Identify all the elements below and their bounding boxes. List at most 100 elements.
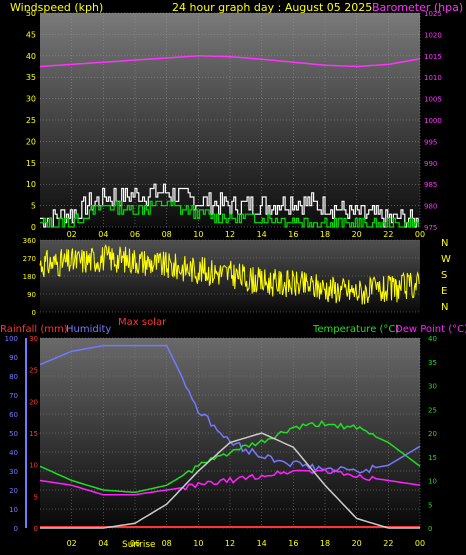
direction-y-tick: 270 bbox=[23, 255, 36, 263]
humidity-y-tick: 30 bbox=[9, 468, 18, 476]
compass-letter: W bbox=[441, 254, 451, 265]
wind-x-tick: 10 bbox=[193, 230, 203, 239]
humidity-label: Humidity bbox=[66, 324, 111, 335]
wind-y-tick: 20 bbox=[26, 137, 36, 146]
direction-series bbox=[39, 244, 420, 305]
temperature-series bbox=[39, 419, 421, 494]
wind-x-tick: 22 bbox=[383, 230, 393, 239]
temp-y-tick: 10 bbox=[428, 478, 437, 486]
barometer-right-axis: 975 980 985 990 995 1000 1005 1010 1015 1020 1025 bbox=[424, 10, 442, 232]
wind-x-tick: 18 bbox=[320, 230, 330, 239]
barometer-series bbox=[39, 55, 421, 68]
temperature-axis: 0 5 10 15 20 25 30 35 40 bbox=[428, 335, 437, 533]
barometer-y-tick: 1025 bbox=[424, 10, 442, 18]
max-solar-label: Max solar bbox=[118, 317, 167, 328]
barometer-y-tick: 1010 bbox=[424, 74, 442, 82]
humidity-y-tick: 10 bbox=[9, 506, 18, 514]
humidity-y-tick: 100 bbox=[5, 335, 18, 343]
wind-y-tick: 15 bbox=[26, 159, 36, 168]
barometer-y-tick: 985 bbox=[424, 181, 437, 189]
chart-title: 24 hour graph day : August 05 2025 bbox=[172, 1, 372, 14]
wind-x-tick: 04 bbox=[98, 230, 108, 239]
barometer-y-tick: 980 bbox=[424, 203, 437, 211]
dewpoint-label: Dew Point (°C) bbox=[395, 324, 466, 335]
climate-x-tick: 06 bbox=[130, 539, 140, 548]
wind-avg-line bbox=[40, 200, 419, 228]
wind-x-axis: 02 04 06 08 10 12 14 16 18 20 22 00 bbox=[67, 230, 426, 239]
climate-x-tick: 12 bbox=[225, 539, 235, 548]
wind-x-tick: 02 bbox=[67, 230, 77, 239]
wind-x-tick: 06 bbox=[130, 230, 140, 239]
rain-axis: 0 5 10 15 20 25 30 bbox=[29, 335, 38, 533]
compass-letter: N bbox=[441, 238, 448, 249]
temp-y-tick: 5 bbox=[428, 501, 432, 509]
climate-x-axis: 02 04 06 08 10 12 14 16 18 20 22 00 bbox=[67, 539, 426, 548]
humidity-y-tick: 70 bbox=[9, 392, 18, 400]
rain-y-tick: 10 bbox=[29, 462, 38, 470]
barometer-title: Barometer (hpa) bbox=[372, 1, 463, 14]
temp-y-tick: 0 bbox=[428, 525, 432, 533]
wind-avg-series bbox=[40, 200, 419, 228]
climate-x-tick: 00 bbox=[415, 539, 425, 548]
climate-series bbox=[39, 344, 421, 529]
rain-y-tick: 25 bbox=[29, 367, 38, 375]
humidity-y-tick: 80 bbox=[9, 373, 18, 381]
rain-y-tick: 0 bbox=[34, 525, 38, 533]
wind-y-tick: 5 bbox=[31, 202, 36, 211]
climate-x-tick: 04 bbox=[98, 539, 108, 548]
temp-y-tick: 35 bbox=[428, 359, 437, 367]
wind-y-tick: 35 bbox=[26, 73, 36, 82]
humidity-y-tick: 0 bbox=[14, 525, 18, 533]
rain-y-tick: 15 bbox=[29, 430, 38, 438]
wind-x-tick: 20 bbox=[352, 230, 362, 239]
climate-x-tick: 08 bbox=[162, 539, 172, 548]
barometer-y-tick: 995 bbox=[424, 138, 437, 146]
climate-x-tick: 18 bbox=[320, 539, 330, 548]
wind-y-tick: 25 bbox=[26, 116, 36, 125]
direction-axis: 0 90 180 270 360 bbox=[23, 237, 36, 317]
wind-left-axis: 0 5 10 15 20 25 30 35 40 45 50 bbox=[26, 9, 36, 232]
wind-y-tick: 40 bbox=[26, 52, 36, 61]
barometer-y-tick: 1000 bbox=[424, 117, 442, 125]
humidity-axis: 0 10 20 30 40 50 60 70 80 90 100 bbox=[5, 335, 27, 533]
barometer-y-tick: 1005 bbox=[424, 96, 442, 104]
wind-title: Windspeed (kph) bbox=[10, 1, 103, 14]
compass-letter: S bbox=[441, 270, 447, 281]
climate-x-tick: 16 bbox=[288, 539, 298, 548]
wind-y-tick: 10 bbox=[26, 180, 36, 189]
rain-y-tick: 20 bbox=[29, 398, 38, 406]
barometer-y-tick: 1020 bbox=[424, 31, 442, 39]
temp-y-tick: 30 bbox=[428, 383, 437, 391]
humidity-y-tick: 50 bbox=[9, 430, 18, 438]
barometer-y-tick: 975 bbox=[424, 224, 437, 232]
climate-x-tick: 10 bbox=[193, 539, 203, 548]
sunrise-label: Sunrise bbox=[122, 540, 156, 550]
climate-x-tick: 20 bbox=[352, 539, 362, 548]
direction-y-tick: 360 bbox=[23, 237, 36, 245]
barometer-y-tick: 1015 bbox=[424, 53, 442, 61]
wind-y-tick: 0 bbox=[31, 223, 36, 232]
climate-x-tick: 22 bbox=[383, 539, 393, 548]
barometer-y-tick: 990 bbox=[424, 160, 437, 168]
temp-y-tick: 40 bbox=[428, 335, 437, 343]
rainfall-label: Rainfall (mm) bbox=[0, 324, 68, 335]
humidity-y-tick: 20 bbox=[9, 487, 18, 495]
wind-y-tick: 45 bbox=[26, 30, 36, 39]
direction-y-tick: 180 bbox=[23, 273, 36, 281]
direction-y-tick: 0 bbox=[32, 309, 36, 317]
wind-y-tick: 30 bbox=[26, 95, 36, 104]
climate-x-tick: 02 bbox=[67, 539, 77, 548]
wind-x-tick: 14 bbox=[257, 230, 267, 239]
wind-y-tick: 50 bbox=[26, 9, 36, 18]
humidity-y-tick: 40 bbox=[9, 449, 18, 457]
humidity-y-tick: 90 bbox=[9, 354, 18, 362]
wind-x-tick: 16 bbox=[288, 230, 298, 239]
temperature-label: Temperature (°C) bbox=[312, 324, 399, 335]
wind-x-tick: 00 bbox=[415, 230, 425, 239]
compass-letter: N bbox=[441, 302, 448, 313]
rain-y-tick: 5 bbox=[34, 493, 38, 501]
solar-series bbox=[40, 432, 420, 529]
wind-x-tick: 08 bbox=[162, 230, 172, 239]
